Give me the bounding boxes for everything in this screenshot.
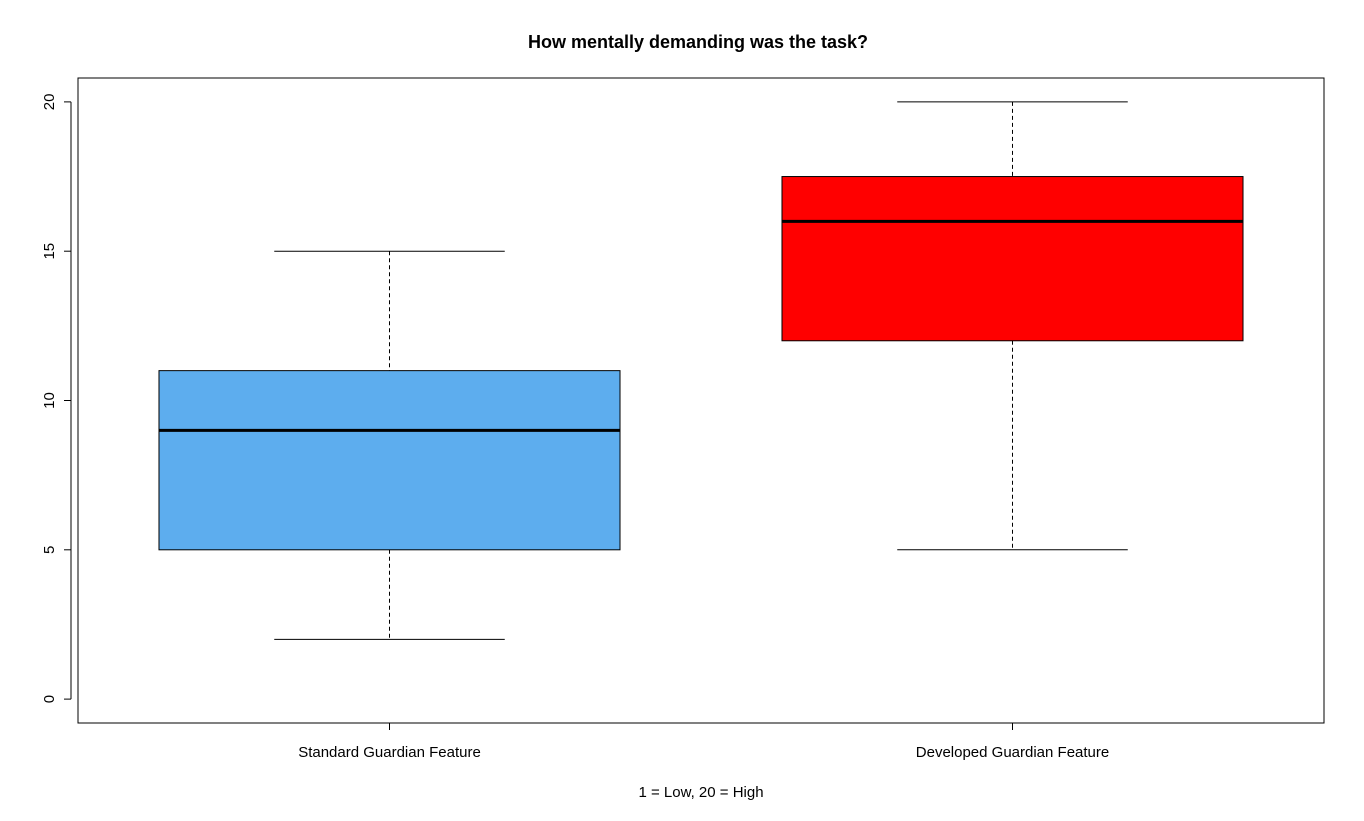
box-group xyxy=(158,250,621,640)
x-axis-label: 1 = Low, 20 = High xyxy=(638,784,763,801)
y-tick-label: 20 xyxy=(41,94,58,111)
chart-title: How mentally demanding was the task? xyxy=(528,32,868,52)
x-tick-label: Standard Guardian Feature xyxy=(298,744,481,761)
iqr-box xyxy=(158,370,621,551)
x-axis: Standard Guardian Feature Developed Guard… xyxy=(298,723,1109,761)
iqr-box xyxy=(781,176,1244,342)
plot-frame xyxy=(77,77,1325,724)
y-tick-label: 15 xyxy=(41,243,58,260)
box-group xyxy=(781,101,1244,551)
boxes-layer xyxy=(158,101,1244,640)
x-tick-label: Developed Guardian Feature xyxy=(916,744,1109,761)
y-tick-label: 10 xyxy=(41,392,58,409)
y-tick-label: 5 xyxy=(41,546,58,554)
y-tick-label: 0 xyxy=(41,695,58,703)
y-axis: 0 5 10 15 20 xyxy=(41,94,72,703)
